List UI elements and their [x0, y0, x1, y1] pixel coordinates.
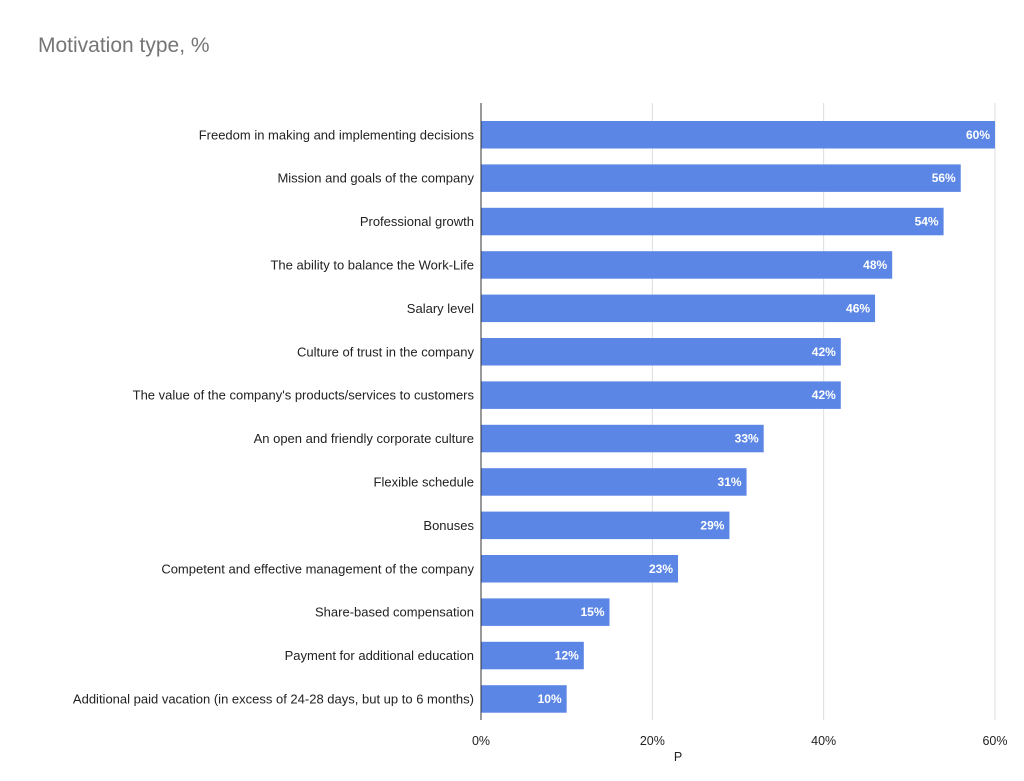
- category-label: Bonuses: [423, 518, 474, 533]
- x-tick-label: 40%: [811, 734, 836, 748]
- data-label: 23%: [649, 562, 673, 576]
- data-label: 60%: [966, 128, 990, 142]
- data-label: 42%: [812, 388, 836, 402]
- category-label: Culture of trust in the company: [297, 344, 475, 359]
- bar: [481, 641, 584, 670]
- chart-title: Motivation type, %: [38, 34, 210, 57]
- category-label: The value of the company's products/serv…: [133, 388, 475, 403]
- x-tick-label: 60%: [982, 734, 1007, 748]
- data-label: 33%: [735, 432, 759, 446]
- category-label: Salary level: [407, 301, 474, 316]
- bar: [481, 598, 610, 626]
- category-label: Professional growth: [360, 214, 474, 229]
- bar: [481, 164, 961, 192]
- bar: [481, 338, 841, 366]
- bar-layer: [481, 121, 995, 713]
- data-label: 29%: [700, 518, 724, 532]
- bar: [481, 294, 876, 323]
- x-axis-title: P: [674, 750, 682, 764]
- x-tick-label: 0%: [472, 734, 490, 748]
- category-label: An open and friendly corporate culture: [254, 431, 474, 446]
- data-label: 48%: [863, 258, 887, 272]
- bar: [481, 468, 747, 496]
- category-label: Freedom in making and implementing decis…: [199, 127, 475, 142]
- bar: [481, 424, 764, 453]
- data-label: 12%: [555, 649, 579, 663]
- category-label: Payment for additional education: [285, 648, 474, 663]
- data-label: 15%: [580, 605, 604, 619]
- data-label: 54%: [915, 215, 939, 229]
- data-label: 31%: [718, 475, 742, 489]
- category-label: Flexible schedule: [374, 474, 474, 489]
- category-label: Share-based compensation: [315, 605, 474, 620]
- category-label: Mission and goals of the company: [277, 171, 474, 186]
- bar: [481, 207, 944, 236]
- data-label: 56%: [932, 171, 956, 185]
- x-tick-label: 20%: [640, 734, 665, 748]
- data-label: 42%: [812, 345, 836, 359]
- data-label: 46%: [846, 301, 870, 315]
- bar: [481, 251, 893, 279]
- bar: [481, 381, 841, 409]
- bar: [481, 121, 995, 149]
- bar: [481, 511, 730, 540]
- category-label: The ability to balance the Work-Life: [270, 257, 474, 272]
- label-layer: 0% 20% 40% 60% Freedom in making and impleme…: [73, 127, 1008, 748]
- category-label: Competent and effective management of th…: [161, 561, 474, 576]
- category-label: Additional paid vacation (in excess of 2…: [73, 691, 474, 706]
- grid-layer: [651, 103, 996, 720]
- bar: [481, 555, 679, 583]
- data-label: 10%: [538, 692, 562, 706]
- bar: [481, 685, 567, 713]
